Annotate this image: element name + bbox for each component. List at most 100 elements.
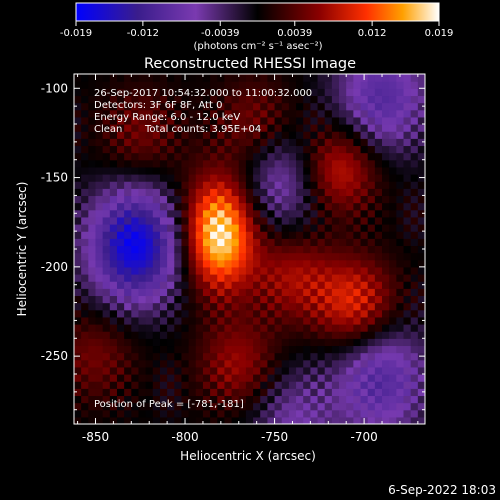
heatmap-cell — [131, 209, 140, 218]
heatmap-cell — [382, 395, 390, 404]
heatmap-cell — [353, 245, 362, 254]
heatmap-cell — [288, 274, 297, 282]
heatmap-cell — [210, 109, 218, 118]
heatmap-cell — [360, 174, 369, 182]
heatmap-cell — [260, 166, 268, 175]
heatmap-cell — [288, 281, 297, 289]
heatmap-cell — [124, 116, 132, 125]
heatmap-cell — [88, 352, 97, 361]
heatmap-cell — [138, 74, 147, 82]
heatmap-cell — [231, 295, 240, 304]
heatmap-cell — [274, 416, 283, 424]
heatmap-cell — [245, 216, 254, 225]
heatmap-cell — [210, 231, 218, 239]
heatmap-cell — [224, 309, 233, 318]
heatmap-cell — [231, 174, 240, 182]
heatmap-cell — [417, 374, 425, 382]
heatmap-cell — [331, 416, 340, 424]
heatmap-cell — [95, 388, 104, 397]
heatmap-cell — [382, 402, 390, 411]
heatmap-cell — [95, 359, 104, 368]
heatmap-cell — [310, 245, 319, 254]
heatmap-cell — [88, 202, 97, 211]
heatmap-cell — [231, 124, 240, 132]
heatmap-cell — [138, 209, 147, 218]
heatmap-cell — [217, 309, 226, 318]
heatmap-cell — [331, 381, 340, 389]
heatmap-cell — [410, 116, 419, 125]
heatmap-cell — [310, 352, 319, 361]
heatmap-cell — [389, 388, 397, 397]
heatmap-cell — [339, 74, 347, 82]
heatmap-cell — [138, 202, 147, 211]
heatmap-cell — [81, 145, 89, 154]
heatmap-cell — [116, 402, 125, 411]
heatmap-cell — [260, 345, 268, 354]
heatmap-cell — [382, 188, 390, 197]
heatmap-cell — [152, 152, 161, 161]
heatmap-cell — [324, 209, 333, 218]
heatmap-cell — [181, 402, 190, 411]
heatmap-cell — [389, 81, 397, 89]
heatmap-cell — [152, 209, 161, 218]
heatmap-cell — [382, 324, 390, 332]
heatmap-cell — [331, 195, 340, 204]
heatmap-cell — [195, 188, 204, 197]
heatmap-cell — [195, 381, 204, 389]
heatmap-cell — [360, 274, 369, 282]
heatmap-cell — [360, 102, 369, 111]
heatmap-cell — [88, 338, 97, 347]
heatmap-cell — [210, 274, 218, 282]
heatmap-cell — [274, 238, 283, 247]
heatmap-cell — [167, 152, 175, 161]
heatmap-cell — [389, 266, 397, 275]
heatmap-cell — [74, 252, 82, 261]
heatmap-cell — [403, 395, 412, 404]
heatmap-cell — [81, 88, 89, 97]
heatmap-cell — [374, 188, 383, 197]
heatmap-cell — [281, 231, 290, 239]
heatmap-cell — [167, 181, 175, 189]
heatmap-cell — [353, 88, 362, 97]
heatmap-cell — [403, 81, 412, 89]
heatmap-cell — [310, 309, 319, 318]
heatmap-cell — [360, 145, 369, 154]
heatmap-cell — [324, 166, 333, 175]
heatmap-cell — [167, 395, 175, 404]
heatmap-cell — [231, 331, 240, 339]
heatmap-cell — [217, 88, 226, 97]
heatmap-cell — [317, 295, 326, 304]
heatmap-cell — [102, 252, 111, 261]
heatmap-cell — [74, 116, 82, 125]
heatmap-cell — [288, 166, 297, 175]
heatmap-cell — [188, 416, 197, 424]
heatmap-cell — [403, 231, 412, 239]
heatmap-cell — [210, 374, 218, 382]
heatmap-cell — [267, 252, 276, 261]
heatmap-cell — [109, 202, 118, 211]
heatmap-cell — [410, 324, 419, 332]
heatmap-cell — [181, 181, 190, 189]
heatmap-cell — [202, 238, 211, 247]
heatmap-cell — [253, 266, 261, 275]
heatmap-cell — [417, 359, 425, 368]
heatmap-cell — [346, 159, 354, 168]
heatmap-cell — [210, 309, 218, 318]
heatmap-cell — [238, 138, 247, 147]
heatmap-cell — [374, 302, 383, 311]
heatmap-cell — [181, 152, 190, 161]
heatmap-cell — [310, 181, 319, 189]
annotation-algorithm: Clean — [94, 124, 122, 135]
heatmap-cell — [360, 409, 369, 418]
heatmap-cell — [231, 345, 240, 354]
heatmap-cell — [195, 145, 204, 154]
heatmap-cell — [81, 388, 89, 397]
heatmap-cell — [367, 95, 376, 104]
heatmap-cell — [317, 159, 326, 168]
heatmap-cell — [131, 402, 140, 411]
heatmap-cell — [145, 266, 154, 275]
heatmap-cell — [131, 109, 140, 118]
heatmap-cell — [131, 316, 140, 325]
heatmap-cell — [360, 381, 369, 389]
heatmap-cell — [331, 409, 340, 418]
